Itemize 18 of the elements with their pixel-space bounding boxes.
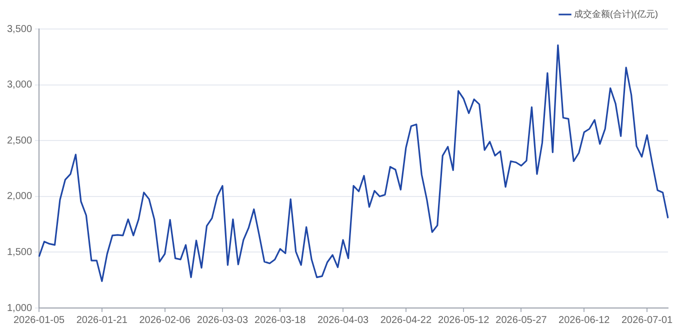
x-tick-label: 2026-02-06 <box>139 314 191 326</box>
x-tick-label: 2026-03-03 <box>196 314 248 326</box>
y-tick-label: 1,000 <box>6 302 32 314</box>
legend-label: 成交金额(合计)(亿元) <box>574 8 658 19</box>
x-tick-label: 2026-03-18 <box>254 314 306 326</box>
y-tick-label: 2,500 <box>6 135 32 146</box>
x-tick-label: 2026-05-27 <box>496 314 548 326</box>
x-tick-label: 2026-07-01 <box>621 314 674 326</box>
y-tick-label: 3,000 <box>6 80 32 91</box>
x-tick-label: 2026-06-12 <box>558 314 610 326</box>
x-tick-label: 2026-04-03 <box>317 314 370 326</box>
x-tick-label: 2026-01-21 <box>76 314 128 326</box>
x-tick-label: 2026-05-12 <box>438 314 490 326</box>
x-tick-label: 2026-04-22 <box>380 314 432 326</box>
y-tick-label: 2,000 <box>6 191 32 202</box>
x-tick-label: 2026-01-05 <box>13 314 66 326</box>
y-tick-label: 1,500 <box>6 246 32 258</box>
y-tick-label: 3,500 <box>6 24 32 35</box>
